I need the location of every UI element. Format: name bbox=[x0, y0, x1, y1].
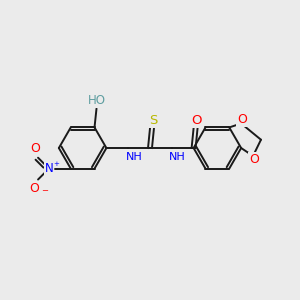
Text: O: O bbox=[249, 153, 259, 167]
Text: S: S bbox=[149, 114, 157, 127]
Text: O: O bbox=[237, 113, 247, 126]
Text: O: O bbox=[29, 182, 39, 195]
Text: O: O bbox=[30, 142, 40, 155]
Text: −: − bbox=[41, 186, 48, 195]
Text: HO: HO bbox=[88, 94, 106, 107]
Text: O: O bbox=[191, 114, 202, 127]
Text: +: + bbox=[53, 161, 59, 167]
Text: NH: NH bbox=[126, 152, 142, 162]
Text: NH: NH bbox=[169, 152, 186, 162]
Text: N: N bbox=[45, 162, 53, 175]
